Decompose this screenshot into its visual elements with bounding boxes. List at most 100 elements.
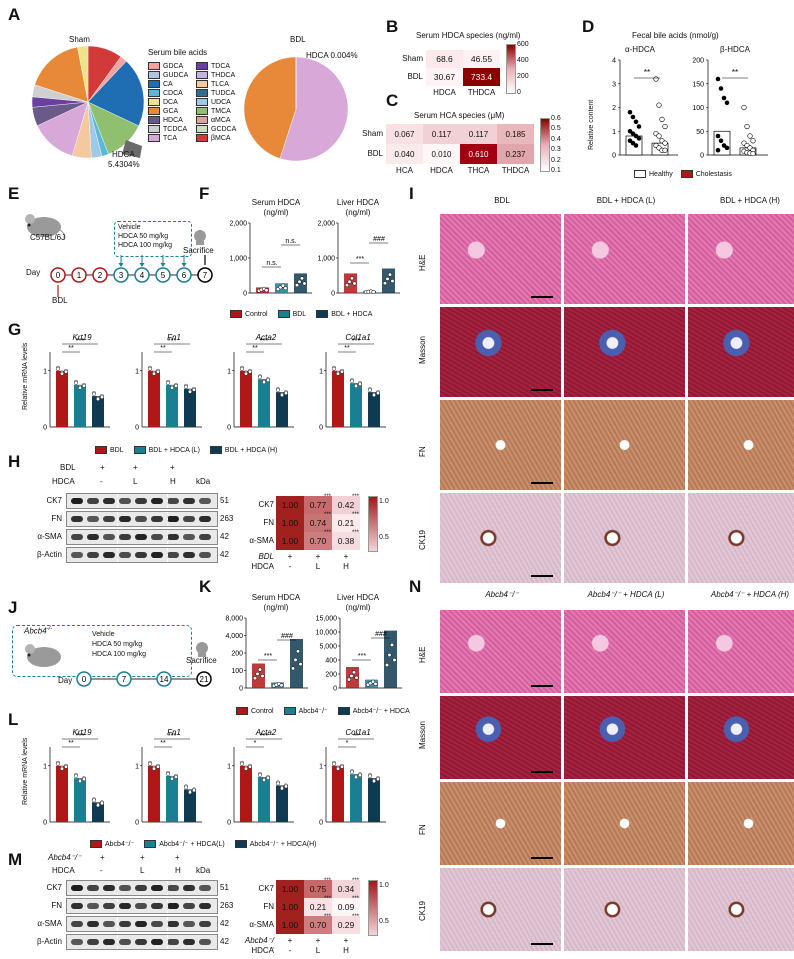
heatmap-foot-val: + [343,552,349,561]
significance-label: *** [260,338,268,345]
timeline-day-label: 1 [77,271,82,280]
blot-band [119,516,131,522]
data-point [354,775,358,780]
data-point [741,104,747,111]
panel-label-k: K [199,577,212,596]
gene-label: Krt19 [72,333,92,342]
legend-entry: UDCA [196,98,236,107]
y-tick-label: 2,000 [317,221,335,228]
significance-label: * [254,740,257,747]
heatmap-cell: 30.67 [426,68,463,86]
sham-pie-title: Sham [69,35,90,44]
legend-label: Control [245,310,268,318]
legend-swatch [209,446,222,454]
gene-label: Col1a1 [345,333,370,342]
panel-label-h: H [8,452,21,471]
blot-band [183,516,195,522]
blot-band [119,552,131,558]
e-box-line-1: Vehicle [118,224,141,231]
data-point [633,143,639,148]
blot-band [151,552,163,558]
legend-label: GUDCA [163,72,189,79]
timeline-day-label: 3 [119,271,124,280]
histology-column-title: Abcb4⁻/⁻ + HDCA (H) [710,590,790,599]
legend-swatch [148,116,160,125]
blot-band [119,498,131,504]
data-point [349,673,354,678]
data-point [358,773,362,778]
data-point [352,281,357,286]
heatmap-cell: 0.77 *** [304,494,332,514]
data-point [299,276,305,281]
legend-label: TMCA [211,108,231,115]
data-point [297,279,302,284]
g-ylabel: Relative mRNA levels [22,342,29,410]
histology-row-label: Masson [418,335,427,364]
timeline-day-circle [71,267,87,283]
blot-strip [66,898,218,914]
blot-band [183,498,195,504]
legend-swatch [230,310,242,318]
heatmap-sig: *** [323,878,331,884]
blot-band [103,534,115,540]
legend-label: GCDCA [211,126,237,133]
bile-acids-legend-title: Serum bile acids [148,48,208,57]
j-strain: Abcb4-/- [24,626,52,636]
histology-image [564,696,685,779]
legend-swatch [196,116,208,125]
legend-entry: TUDCA [196,89,236,98]
legend-swatch [634,170,646,178]
legend-swatch [196,89,208,98]
legend-entry: Healthy [634,170,673,178]
heatmap-cell: 0.34 *** [332,878,360,898]
colorbar-tick: 600 [517,41,529,48]
blot-strip [66,916,218,932]
data-point [244,766,248,771]
legend-swatch [283,707,296,716]
data-point [188,389,192,394]
j-strain-name: Abcb4 [24,626,47,636]
legend-label: DCA [163,99,178,106]
blot-band [71,885,83,891]
data-point [747,133,753,139]
data-point [290,666,296,671]
heatmap-col-label: THDCA [501,166,530,175]
histology-image [688,493,794,583]
heatmap-col-label: HDCA [430,166,453,175]
timeline-day-circle [155,267,171,283]
sham-hdca-value: 5.4304% [108,160,140,169]
panel-label-c: C [386,91,399,110]
y-tick-label: 0 [43,820,47,827]
scale-bar [531,296,553,298]
d-dot-plot-beta: 200 150 100 50 0 ** [692,58,768,160]
legend-label: Healthy [649,170,673,178]
histology-column-title: BDL + HDCA (H) [720,196,780,205]
scale-bar [531,943,553,945]
bar [368,392,380,427]
legend-label: Abcb4⁻/⁻ + HDCA(H) [249,841,317,848]
heatmap-cell: 0.42 *** [332,494,360,514]
data-point [64,764,68,769]
y-tick-label: 200 [325,672,337,679]
legend-swatch [196,134,208,143]
h-row1-label: BDL [60,463,76,472]
blot-band [119,885,131,891]
blot-divider [167,530,168,544]
panel-label-b: B [386,17,399,36]
m-row2-val: - [100,866,103,875]
blot-divider [167,881,168,895]
panel-label-l: L [8,710,19,729]
legend-entry: αMCA [196,116,236,125]
blot-band [199,885,211,891]
data-point [332,366,336,371]
data-point [96,397,100,401]
heatmap-sig: *** [351,494,359,500]
blot-band [199,903,211,909]
blot-kda: 51 [220,883,229,892]
significance-label: *** [76,733,84,740]
data-point [100,395,104,399]
blot-band [151,903,163,909]
data-point [258,773,262,777]
h-row1-val: + [170,463,175,472]
histology-image [564,307,685,397]
